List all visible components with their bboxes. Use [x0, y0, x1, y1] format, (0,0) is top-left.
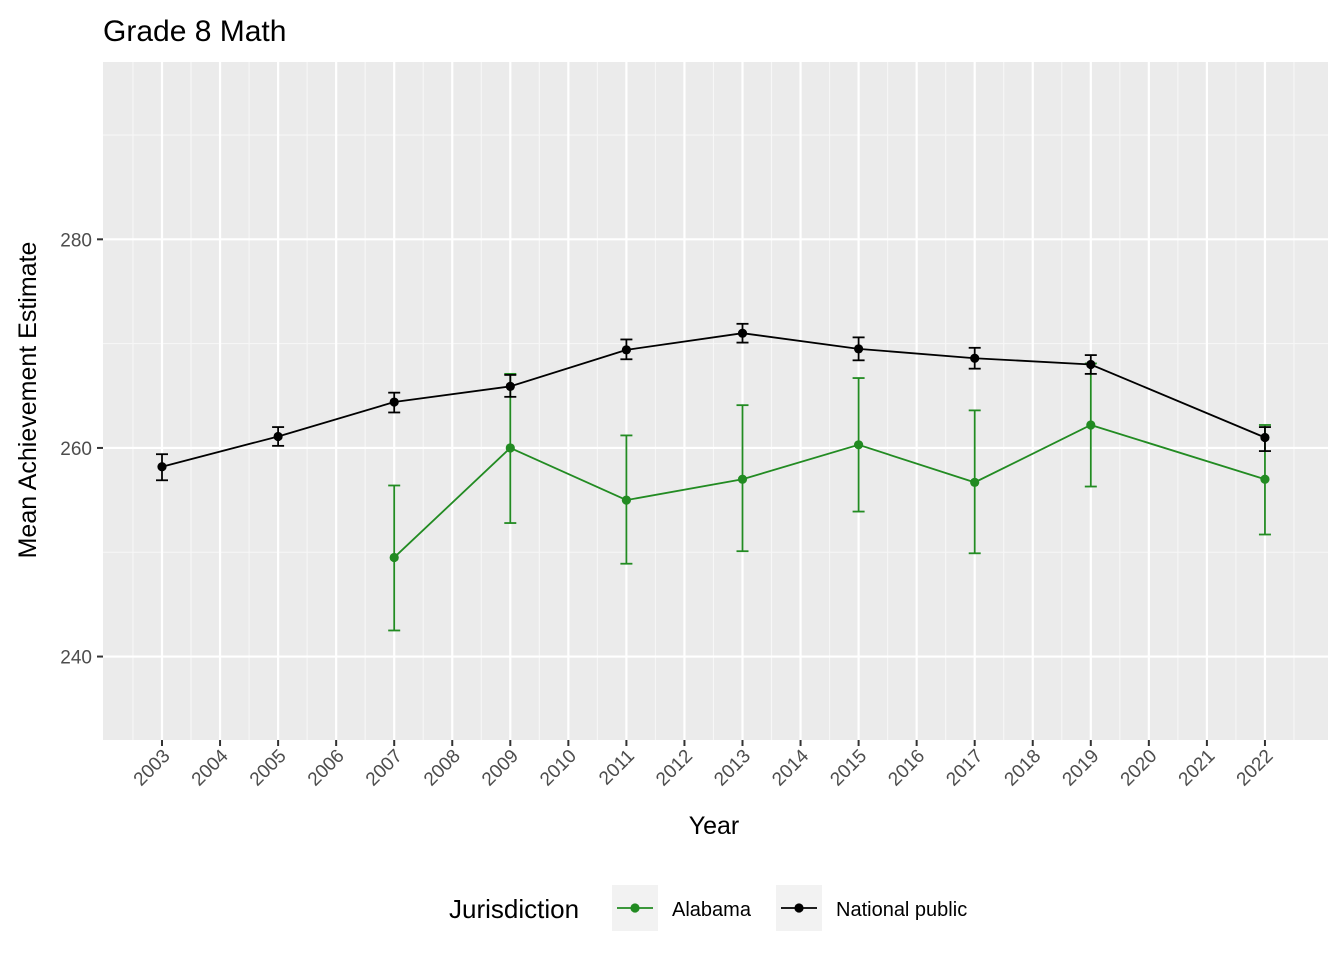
legend-key-point: [794, 903, 804, 913]
legend-key-national-public: National public: [776, 885, 967, 931]
x-tick-label: 2018: [1001, 746, 1046, 791]
x-tick-label: 2017: [942, 746, 987, 791]
data-point: [970, 477, 980, 487]
x-tick-label: 2013: [710, 746, 755, 791]
series-line: [161, 332, 1266, 468]
data-point: [505, 443, 515, 453]
legend-label: National public: [836, 899, 967, 921]
data-point: [970, 353, 980, 363]
data-point: [1086, 420, 1096, 430]
series-alabama: [388, 362, 1271, 632]
series-layer: [156, 322, 1271, 632]
data-point: [621, 495, 632, 505]
data-point: [1086, 359, 1096, 370]
x-tick-label: 2004: [188, 745, 233, 790]
x-tick-label: 2021: [1175, 746, 1220, 791]
y-axis-title: Mean Achievement Estimate: [14, 242, 42, 559]
plot-panel: [103, 62, 1328, 740]
legend-key-point: [630, 903, 640, 913]
data-point: [621, 345, 632, 355]
legend: Jurisdiction Alabama National public: [449, 885, 967, 931]
y-tick-label: 280: [60, 230, 92, 251]
data-point: [157, 462, 167, 472]
x-tick-label: 2010: [536, 746, 581, 791]
legend-key-alabama: Alabama: [612, 885, 752, 931]
data-point: [1260, 474, 1270, 484]
x-tick-label: 2014: [768, 745, 813, 790]
x-axis-title: Year: [689, 812, 740, 840]
x-tick-label: 2005: [246, 746, 291, 791]
data-point: [737, 474, 748, 484]
data-point: [1260, 432, 1270, 443]
data-point: [273, 431, 283, 442]
data-point: [505, 381, 515, 391]
y-axis: 240 260 280: [60, 230, 103, 669]
x-tick-label: 2011: [595, 746, 639, 790]
x-tick-label: 2006: [304, 746, 349, 791]
series-line: [393, 424, 1266, 559]
x-tick-label: 2012: [652, 746, 697, 791]
x-axis: 2003 2004 2005 2006 2007 2008 2009 2010 2011 2012…: [130, 740, 1278, 791]
x-tick-label: 2015: [826, 746, 871, 791]
x-tick-label: 2020: [1117, 746, 1162, 791]
series-national-public: [156, 322, 1271, 482]
data-point: [737, 328, 748, 338]
data-point: [854, 440, 864, 450]
legend-title: Jurisdiction: [449, 894, 579, 924]
x-tick-label: 2022: [1233, 746, 1278, 791]
x-tick-label: 2016: [884, 746, 929, 791]
x-tick-label: 2009: [478, 746, 523, 791]
chart-title: Grade 8 Math: [103, 15, 286, 48]
y-tick-label: 240: [60, 648, 92, 669]
x-tick-label: 2007: [362, 746, 407, 791]
data-point: [389, 397, 399, 407]
data-point: [389, 552, 399, 563]
data-point: [854, 344, 864, 354]
x-tick-label: 2003: [130, 746, 175, 791]
x-tick-label: 2008: [420, 746, 465, 791]
x-tick-label: 2019: [1059, 746, 1104, 791]
y-tick-label: 260: [60, 439, 92, 460]
legend-label: Alabama: [672, 899, 752, 921]
